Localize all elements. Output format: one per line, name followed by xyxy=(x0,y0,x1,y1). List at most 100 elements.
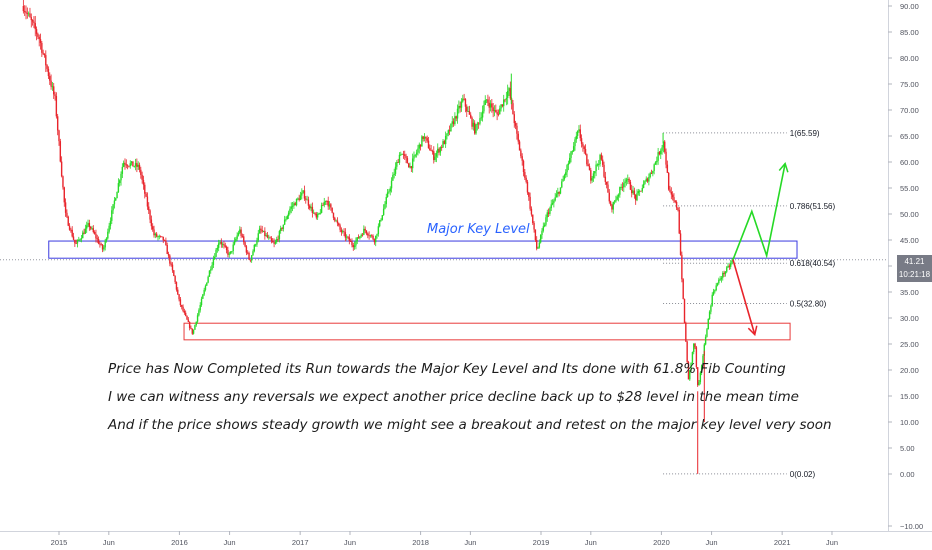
candle-up xyxy=(698,382,700,386)
candle-down xyxy=(59,141,62,162)
candle-down xyxy=(579,129,581,139)
price-tick-label: 65.00 xyxy=(900,132,919,141)
candle-down xyxy=(452,121,455,125)
candle-down xyxy=(590,170,592,181)
candle-down xyxy=(514,123,517,126)
candle-up xyxy=(484,99,486,106)
candle-up xyxy=(79,239,81,241)
candle-down xyxy=(681,254,683,280)
candle-up xyxy=(51,86,54,88)
candle-up xyxy=(310,206,312,209)
candle-down xyxy=(145,193,147,197)
candle-up xyxy=(578,129,580,132)
candle-up xyxy=(369,235,372,237)
candle-down xyxy=(402,153,405,155)
candle-up xyxy=(409,166,411,168)
candle-up xyxy=(545,217,547,225)
candle-down xyxy=(153,229,155,236)
candle-up xyxy=(297,198,299,200)
candle-up xyxy=(318,213,320,215)
candle-down xyxy=(55,95,58,117)
candle-down xyxy=(188,321,191,328)
candle-up xyxy=(353,245,356,248)
candle-down xyxy=(281,228,283,230)
candle-up xyxy=(594,171,596,174)
candle-up xyxy=(108,225,110,232)
candle-down xyxy=(658,152,661,155)
candle-up xyxy=(306,199,308,201)
candle-up xyxy=(569,157,571,164)
candle-up xyxy=(598,164,600,165)
candle-down xyxy=(187,319,190,322)
candle-up xyxy=(616,196,618,200)
candle-down xyxy=(42,52,44,54)
current-price-value: 41.21 xyxy=(904,257,925,266)
candle-down xyxy=(97,239,100,244)
candle-down xyxy=(46,65,48,69)
candle-down xyxy=(357,237,360,239)
candle-up xyxy=(236,235,238,239)
candle-down xyxy=(351,241,353,246)
candle-down xyxy=(477,123,480,125)
candle-down xyxy=(468,110,471,115)
bearish-arrow-head xyxy=(747,325,758,337)
candle-up xyxy=(720,277,723,280)
candle-up xyxy=(576,131,579,136)
major-key-level-label: Major Key Level xyxy=(427,222,530,237)
fib-level-label: 0.786(51.56) xyxy=(790,202,836,211)
candle-down xyxy=(155,233,158,237)
candle-down xyxy=(136,163,138,167)
candle-down xyxy=(487,99,489,103)
candle-up xyxy=(508,88,510,91)
candlesticks xyxy=(22,0,733,474)
candle-up xyxy=(396,162,398,167)
price-tick-label: −10.00 xyxy=(900,522,923,531)
candle-down xyxy=(427,140,430,149)
candle-down xyxy=(367,233,369,236)
candle-down xyxy=(22,6,25,12)
time-tick-label: 2016 xyxy=(171,538,188,547)
candle-up xyxy=(644,181,646,184)
candle-down xyxy=(64,202,67,213)
candle-down xyxy=(165,240,167,246)
candle-down xyxy=(37,33,39,37)
candle-up xyxy=(122,162,125,167)
time-tick-label: Jun xyxy=(706,538,718,547)
annotation-line-3: And if the price shows steady growth we … xyxy=(108,417,832,433)
price-tick-label: 60.00 xyxy=(900,158,919,167)
candle-up xyxy=(462,98,464,102)
candle-up xyxy=(557,191,559,195)
candle-down xyxy=(244,242,246,247)
candle-down xyxy=(443,141,446,145)
candle-up xyxy=(472,122,475,127)
candle-down xyxy=(163,240,166,241)
candle-down xyxy=(240,229,242,236)
price-tick-label: 75.00 xyxy=(900,80,919,89)
candle-up xyxy=(652,170,654,174)
candle-down xyxy=(496,112,498,115)
candle-down xyxy=(67,216,69,226)
candle-up xyxy=(105,238,108,241)
price-tick-label: 5.00 xyxy=(900,444,915,453)
candle-down xyxy=(124,162,126,165)
candle-up xyxy=(648,177,650,182)
candle-up xyxy=(76,240,79,244)
candle-down xyxy=(588,166,591,171)
candle-up xyxy=(290,206,292,209)
candle-up xyxy=(113,200,116,205)
candle-up xyxy=(437,148,439,153)
candle-up xyxy=(221,244,224,245)
candle-down xyxy=(509,88,512,99)
candle-down xyxy=(695,347,698,368)
candle-up xyxy=(280,228,282,232)
candle-down xyxy=(608,192,610,202)
candle-down xyxy=(128,165,130,167)
candle-up xyxy=(551,203,554,205)
candle-down xyxy=(132,161,134,167)
candle-up xyxy=(451,121,453,124)
candle-up xyxy=(642,183,645,189)
candle-down xyxy=(525,177,527,182)
candle-down xyxy=(326,200,328,202)
candle-up xyxy=(386,192,389,198)
